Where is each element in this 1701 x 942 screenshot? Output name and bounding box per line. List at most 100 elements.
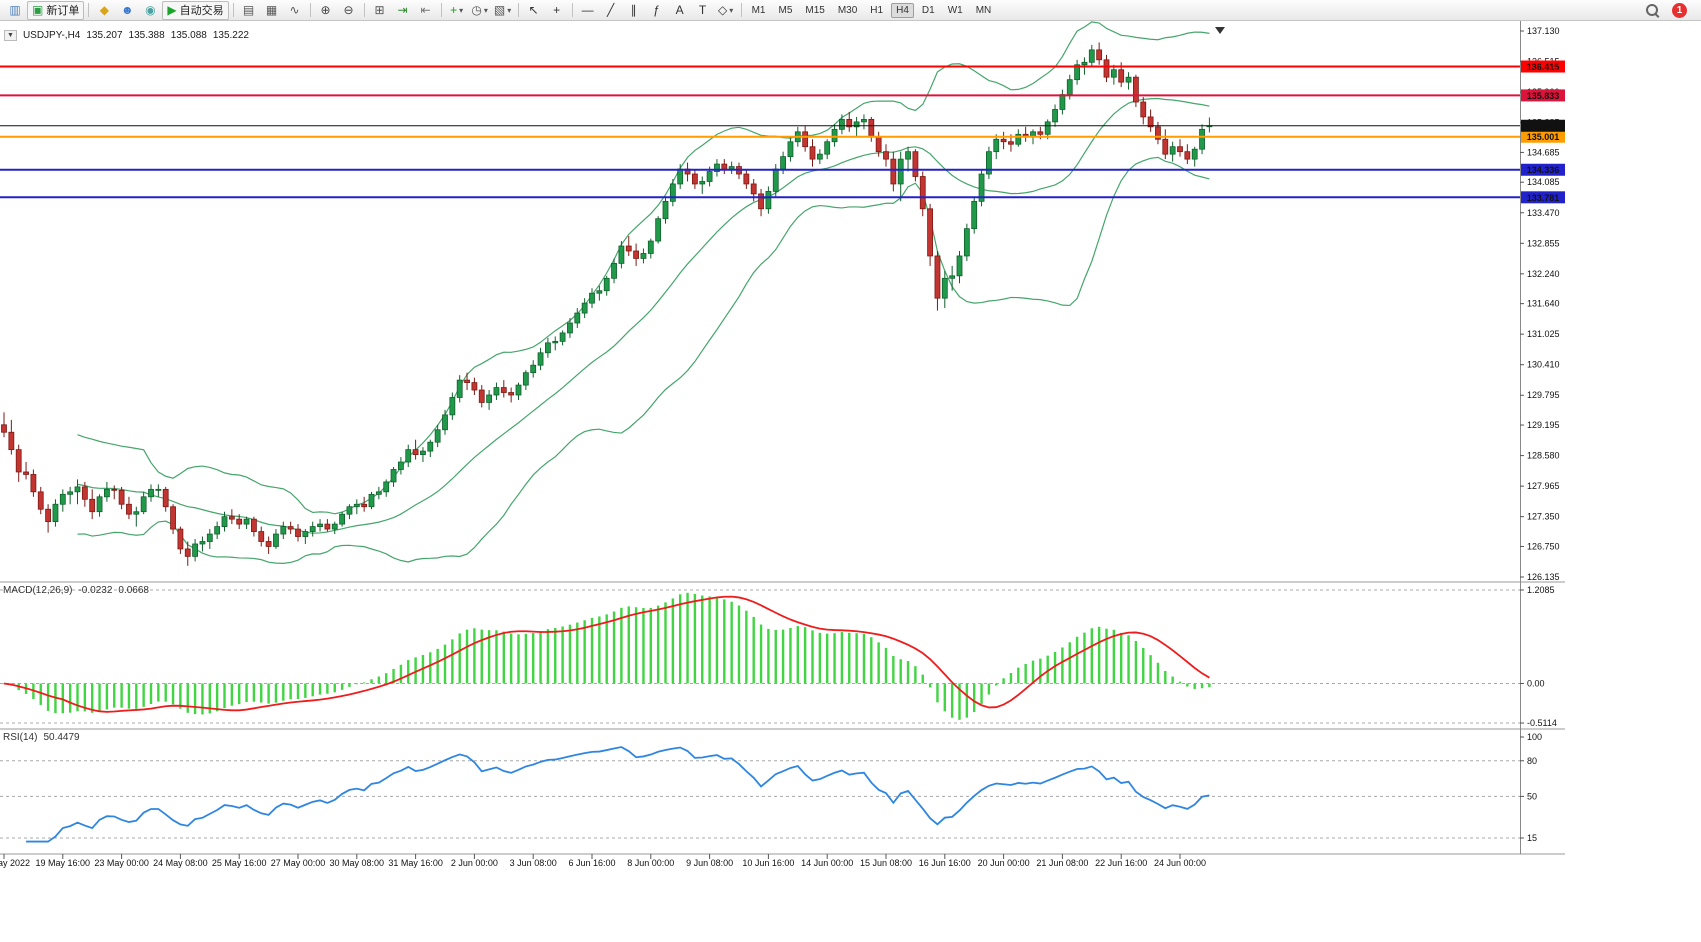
- rsi-label: RSI(14) 50.4479: [3, 732, 80, 743]
- chart-shift-marker[interactable]: [1215, 27, 1225, 34]
- timeframe-h1[interactable]: H1: [870, 4, 884, 16]
- line-chart-icon[interactable]: ∿: [284, 2, 306, 19]
- indicators-icon[interactable]: + ▾: [446, 2, 468, 19]
- candle: [287, 521, 294, 535]
- candle: [324, 519, 331, 532]
- fibonacci-icon[interactable]: ƒ: [646, 2, 668, 19]
- candle: [1177, 139, 1183, 157]
- new-order-button[interactable]: ▣ 新订单: [27, 0, 85, 20]
- candle: [537, 347, 544, 371]
- one-click-trading-toggle[interactable]: ▼: [4, 30, 17, 41]
- chart-shift-icon: ⇤: [420, 3, 431, 17]
- zoom-in-icon[interactable]: ⊕: [315, 2, 337, 19]
- autotrading-button[interactable]: ▶ 自动交易: [162, 0, 229, 20]
- timeframe-m1[interactable]: M1: [751, 4, 766, 16]
- candle: [302, 529, 309, 544]
- candle: [662, 196, 669, 224]
- line-chart-icon: ∿: [289, 3, 300, 17]
- search-icon[interactable]: [1646, 4, 1658, 16]
- trendline-icon: ╱: [606, 3, 615, 17]
- chart-shift-icon[interactable]: ⇤: [415, 2, 437, 19]
- svg-text:133.781: 133.781: [1527, 193, 1560, 203]
- toolbar-separator: [232, 3, 234, 17]
- notification-badge[interactable]: 1: [1672, 2, 1687, 18]
- candle: [905, 146, 911, 172]
- candlestick-chart-icon: ▦: [265, 3, 278, 17]
- candle: [331, 521, 338, 535]
- chevron-down-icon[interactable]: ▾: [729, 5, 734, 15]
- chart-plot-area[interactable]: [0, 21, 1701, 942]
- trendline-icon[interactable]: ╱: [600, 2, 622, 19]
- auto-scroll-icon[interactable]: ⇥: [392, 2, 414, 19]
- rsi-axis[interactable]: 100 80 50 15: [1520, 732, 1542, 843]
- horizontal-line-icon: —: [581, 3, 594, 17]
- templates-icon[interactable]: ▧ ▾: [492, 2, 514, 19]
- price-axis-label: 130.410: [1527, 360, 1560, 370]
- price-axis-label: 128.580: [1527, 451, 1560, 461]
- toolbar-separator: [571, 3, 573, 17]
- time-axis-label: 9 Jun 08:00: [686, 858, 733, 868]
- crosshair-icon[interactable]: +: [546, 2, 568, 19]
- timeframe-m15[interactable]: M15: [805, 4, 825, 16]
- tile-windows-icon[interactable]: ⊞: [369, 2, 391, 19]
- price-axis-label: 131.025: [1527, 329, 1560, 339]
- candle: [963, 223, 970, 261]
- periods-icon[interactable]: ◷ ▾: [469, 2, 491, 19]
- candle: [15, 444, 22, 482]
- timeframe-w1[interactable]: W1: [947, 4, 963, 16]
- timeframe-h4[interactable]: H4: [891, 2, 914, 18]
- candle: [1199, 124, 1205, 155]
- time-axis-label: 18 May 2022: [0, 858, 30, 868]
- text-icon[interactable]: A: [669, 2, 691, 19]
- chevron-down-icon[interactable]: ▾: [459, 5, 464, 15]
- price-axis-label: 127.350: [1527, 512, 1560, 522]
- candle: [104, 481, 110, 502]
- timeframe-m30[interactable]: M30: [837, 4, 858, 16]
- timeframe-mn[interactable]: MN: [975, 4, 992, 16]
- candle: [133, 506, 140, 527]
- zoom-out-icon[interactable]: ⊖: [338, 2, 360, 19]
- horizontal-line-icon[interactable]: —: [577, 2, 599, 19]
- channel-icon[interactable]: ∥: [623, 2, 645, 19]
- candle: [1074, 59, 1080, 85]
- shapes-icon[interactable]: ◇ ▾: [715, 2, 737, 19]
- candle: [522, 370, 529, 391]
- macd-axis[interactable]: 1.2085 0.00 -0.5114: [1520, 585, 1557, 728]
- candle: [1125, 72, 1132, 90]
- candle: [1088, 44, 1095, 68]
- svg-text:135.222: 135.222: [1527, 121, 1560, 131]
- candle: [1169, 141, 1176, 162]
- candle: [52, 499, 59, 527]
- candle: [500, 380, 507, 398]
- svg-text:136.415: 136.415: [1527, 62, 1560, 72]
- chevron-down-icon[interactable]: ▾: [483, 5, 488, 15]
- candle: [508, 387, 515, 403]
- timeframe-d1[interactable]: D1: [921, 4, 935, 16]
- candle: [184, 541, 191, 566]
- metaeditor-icon[interactable]: ◆: [93, 2, 115, 19]
- chevron-down-icon[interactable]: ▾: [507, 5, 512, 15]
- candle: [1000, 131, 1007, 150]
- candle: [1110, 64, 1117, 85]
- candle: [478, 385, 485, 408]
- market-icon[interactable]: ◉: [139, 2, 161, 19]
- community-icon[interactable]: ☻: [116, 2, 138, 19]
- candlestick-chart-icon[interactable]: ▦: [261, 2, 283, 19]
- ohlc-open: 135.207: [86, 30, 123, 41]
- price-axis-label: 131.640: [1527, 299, 1560, 309]
- candle: [8, 419, 15, 455]
- candle: [265, 536, 272, 554]
- cursor-icon[interactable]: ↖: [523, 2, 545, 19]
- time-axis-label: 20 Jun 00:00: [978, 858, 1030, 868]
- candle: [155, 484, 162, 497]
- candle: [633, 243, 639, 266]
- price-line-label: 133.781: [1521, 191, 1565, 204]
- bar-chart-icon[interactable]: ▤: [238, 2, 260, 19]
- rsi-line: [26, 746, 1210, 843]
- label-icon[interactable]: T: [692, 2, 714, 19]
- price-axis[interactable]: 137.130136.515135.900135.285134.685134.0…: [1520, 26, 1565, 582]
- new-chart-icon[interactable]: ▥: [4, 2, 26, 19]
- timeframe-m5[interactable]: M5: [778, 4, 793, 16]
- candle: [170, 504, 176, 535]
